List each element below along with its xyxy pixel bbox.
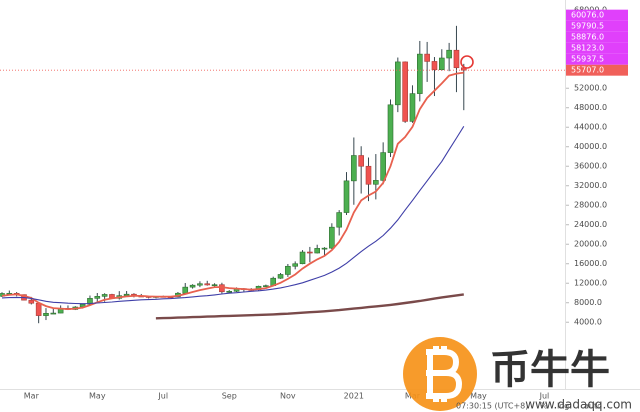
watermark: 币牛牛 www.dadaqq.com xyxy=(403,337,632,412)
moving-average-line xyxy=(155,293,464,320)
watermark-url: www.dadaqq.com xyxy=(525,398,632,412)
candle-body xyxy=(101,294,108,297)
candle-body xyxy=(453,49,460,69)
candle-body xyxy=(431,61,438,71)
y-tick-label: 32000.0 xyxy=(574,181,607,190)
x-tick-label: Nov xyxy=(280,392,296,401)
candle-body xyxy=(417,53,423,94)
candle-body xyxy=(197,283,203,286)
candle-body xyxy=(307,251,313,254)
price-label-box xyxy=(566,31,628,43)
candle-body xyxy=(387,104,394,153)
candle-body xyxy=(336,212,342,228)
candle-body xyxy=(87,298,93,305)
candle-body xyxy=(329,226,335,249)
candle-body xyxy=(189,284,196,288)
status-time: 07:30:15 (UTC+8) xyxy=(456,402,528,411)
y-tick-label: 40000.0 xyxy=(574,142,607,151)
candle-body xyxy=(351,155,357,182)
moving-average-line xyxy=(1,126,465,305)
price-label: 55707.0 xyxy=(571,66,604,75)
candle-body xyxy=(299,251,306,265)
candle-body xyxy=(402,61,408,122)
y-tick-label: 16000.0 xyxy=(574,259,607,268)
candle-body xyxy=(424,53,430,62)
candle-body xyxy=(373,180,379,185)
candle-body xyxy=(94,296,101,299)
moving-average-line xyxy=(1,71,464,311)
price-label-box xyxy=(566,20,628,32)
bitcoin-symbol xyxy=(426,346,462,402)
candle-body xyxy=(409,93,416,122)
x-tick-label: May xyxy=(89,392,106,401)
y-tick-label: 48000.0 xyxy=(574,103,607,112)
candle-body xyxy=(263,285,269,287)
status-auto[interactable]: auto xyxy=(584,402,602,411)
plot-area xyxy=(0,25,467,324)
candle-body xyxy=(380,152,386,181)
candle-body xyxy=(277,274,284,279)
candle-body xyxy=(358,155,364,167)
x-tick-label: Jul xyxy=(157,392,168,401)
x-tick-label: Sep xyxy=(222,392,237,401)
price-label: 59790.5 xyxy=(571,22,604,31)
candle-body xyxy=(446,49,452,59)
candle-body xyxy=(35,302,42,316)
candle-body xyxy=(395,61,401,106)
y-tick-label: 52000.0 xyxy=(574,84,607,93)
status-log[interactable]: log xyxy=(557,402,569,411)
y-tick-label: 24000.0 xyxy=(574,220,607,229)
y-tick-label: 44000.0 xyxy=(574,123,607,132)
price-label: 58876.0 xyxy=(571,33,604,42)
candle-body xyxy=(204,283,211,286)
candle-body xyxy=(226,290,233,293)
candle-body xyxy=(285,265,291,275)
candle-body xyxy=(182,286,189,294)
price-label-box xyxy=(566,64,628,76)
y-tick-label: 4000.0 xyxy=(574,318,602,327)
y-tick-label: 8000.0 xyxy=(574,298,602,307)
candle-body xyxy=(43,313,49,316)
candle-body xyxy=(343,180,350,213)
candle-body xyxy=(28,299,35,304)
y-tick-label: 20000.0 xyxy=(574,240,607,249)
x-tick-label: 2021 xyxy=(344,392,364,401)
price-label: 60076.0 xyxy=(571,11,604,20)
y-tick-label: 28000.0 xyxy=(574,201,607,210)
price-label-box xyxy=(566,42,628,54)
price-label-box xyxy=(566,9,628,21)
candle-body xyxy=(321,247,328,250)
annotation-circle xyxy=(460,55,474,69)
watermark-brand: 币牛牛 xyxy=(490,347,610,393)
candle-body xyxy=(365,165,372,185)
candle-body xyxy=(314,248,320,254)
candle-body xyxy=(50,312,57,315)
candle-body xyxy=(211,284,218,287)
candle-body xyxy=(438,57,445,71)
x-tick-label: Mar xyxy=(24,392,40,401)
price-label: 55937.5 xyxy=(571,55,604,64)
y-tick-label: 12000.0 xyxy=(574,279,607,288)
x-tick-label: Jul xyxy=(539,392,550,401)
candle-body xyxy=(292,263,299,267)
price-label: 58123.0 xyxy=(571,44,604,53)
y-tick-label: 36000.0 xyxy=(574,162,607,171)
x-tick-label: May xyxy=(470,392,487,401)
price-label-box xyxy=(566,53,628,65)
status-percent[interactable]: % xyxy=(540,402,548,411)
